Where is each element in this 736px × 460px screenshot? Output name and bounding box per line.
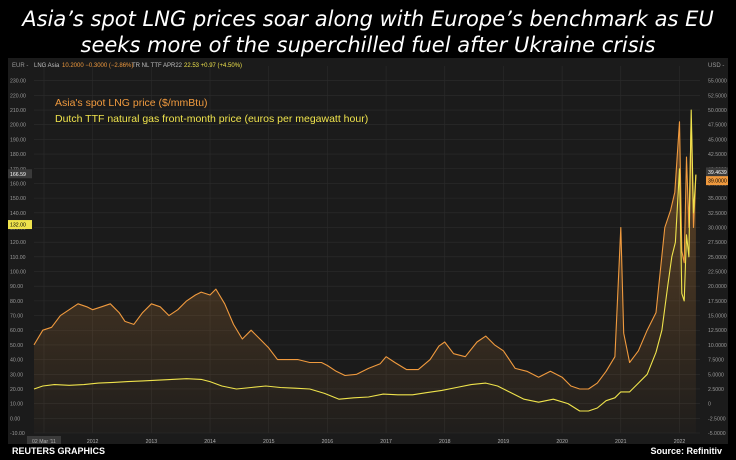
left-tick-label: -10.00: [10, 431, 25, 437]
headline-line-1: Asia’s spot LNG prices soar along with E…: [22, 7, 714, 31]
left-tick-label: 10.00: [10, 402, 23, 408]
x-date-badge: [26, 436, 61, 445]
series1-values: 10.2000 −0.3000 (−2.86%): [62, 63, 133, 69]
right-tick-label: 25.0000: [708, 255, 727, 261]
headline-line-2: seeks more of the superchilled fuel afte…: [80, 33, 656, 57]
x-tick-label: 2018: [439, 439, 451, 444]
right-tick-label: 45.0000: [708, 137, 727, 143]
x-tick-label: 2012: [87, 439, 99, 444]
chart-frame: 230.00220.00210.00200.00190.00180.00170.…: [8, 58, 732, 445]
right-tick-label: 20.0000: [708, 284, 727, 290]
price-markers: 166.59 132.00 39.4639 39.0000: [8, 167, 732, 230]
right-tick-label: 17.5000: [708, 299, 727, 305]
right-tick-label: 47.5000: [708, 123, 727, 129]
right-tick-label: 35.0000: [708, 196, 727, 202]
left-tick-label: 110.00: [10, 255, 26, 261]
ttf-series-line: [33, 109, 697, 412]
left-tick-label: 180.00: [10, 152, 26, 158]
left-price-badge: [8, 220, 32, 230]
right-tick-label: 10.0000: [708, 343, 727, 349]
right-price-badge: [706, 167, 732, 177]
left-tick-label: 40.00: [10, 358, 23, 364]
left-tick-label: 90.00: [10, 284, 23, 290]
right-tick-label: 5.0000: [708, 372, 724, 378]
right-tick-label: 15.0000: [708, 314, 727, 320]
right-tick-label: 27.5000: [708, 240, 727, 246]
right-tick-label: 50.0000: [708, 108, 727, 114]
left-tick-label: 160.00: [10, 181, 26, 187]
x-tick-label: 2017: [380, 439, 392, 444]
left-tick-label: 70.00: [10, 314, 23, 320]
left-price-badge-label: 166.59: [10, 172, 26, 178]
right-tick-label: 22.5000: [708, 270, 727, 276]
right-axis: 55.0000 52.5000 50.0000 47.5000 45.0000 42.50…: [708, 79, 727, 437]
right-tick-label: 0: [708, 402, 711, 408]
credit-label: REUTERS GRAPHICS: [12, 446, 106, 456]
right-price-badge: [706, 176, 732, 186]
lng-series-line: [33, 118, 697, 390]
left-tick-label: 220.00: [10, 93, 26, 99]
x-tick-label: 2021: [615, 439, 627, 444]
left-tick-label: 20.00: [10, 387, 23, 393]
left-tick-label: 60.00: [10, 328, 23, 334]
right-tick-label: 42.5000: [708, 152, 727, 158]
x-tick-label: 2014: [204, 439, 216, 444]
right-tick-label: 12.5000: [708, 328, 727, 334]
right-tick-label: 7.5000: [708, 358, 724, 364]
left-price-badge: [8, 169, 32, 179]
x-tick-label: 2019: [498, 439, 510, 444]
right-tick-label: 30.0000: [708, 225, 727, 231]
source-label: Source: Refinitiv: [650, 446, 722, 456]
right-price-badge-label: 39.4639: [708, 170, 727, 176]
right-tick-label: 52.5000: [708, 93, 727, 99]
series2-name: TR NL TTF APR22: [132, 63, 183, 69]
x-tick-label: 2013: [146, 439, 158, 444]
left-tick-label: 50.00: [10, 343, 23, 349]
left-tick-label: 210.00: [10, 108, 26, 114]
legend-lng: Asia's spot LNG price ($/mmBtu): [55, 97, 208, 109]
x-tick-label: 02 Mar '11: [32, 439, 56, 444]
x-tick-label: 2022: [674, 439, 686, 444]
left-tick-label: 30.00: [10, 372, 23, 378]
left-tick-label: 140.00: [10, 211, 26, 217]
legend: Asia's spot LNG price ($/mmBtu) Dutch TT…: [55, 97, 368, 125]
area-layer: [34, 118, 696, 434]
chart-svg[interactable]: 230.00220.00210.00200.00190.00180.00170.…: [8, 58, 732, 445]
x-axis: 02 Mar '11 2012 2013 2014 2015 2016 2017 2018 20…: [26, 436, 686, 445]
x-tick-label: 2015: [263, 439, 275, 444]
toolbar: EUR - LNG Asia 10.2000 −0.3000 (−2.86%) …: [12, 63, 724, 69]
right-unit-label: USD -: [708, 63, 724, 69]
left-tick-label: 200.00: [10, 123, 26, 129]
left-tick-label: 120.00: [10, 240, 26, 246]
legend-ttf: Dutch TTF natural gas front-month price …: [55, 113, 368, 125]
lng-area: [34, 118, 696, 434]
left-tick-label: 80.00: [10, 299, 23, 305]
left-tick-label: 190.00: [10, 137, 26, 143]
series2-values: 22.53 +0.97 (+4.50%): [184, 63, 242, 69]
right-tick-label: -5.0000: [708, 431, 726, 437]
left-tick-label: 100.00: [10, 270, 26, 276]
right-tick-label: 32.5000: [708, 211, 727, 217]
left-price-badge-label: 132.00: [10, 223, 26, 229]
left-unit-label: EUR -: [12, 63, 28, 69]
x-tick-label: 2020: [556, 439, 568, 444]
headline: Asia’s spot LNG prices soar along with E…: [0, 6, 736, 58]
left-tick-label: 230.00: [10, 79, 26, 85]
line-layer: [33, 109, 697, 412]
right-tick-label: 55.0000: [708, 79, 727, 85]
right-price-badge-label: 39.0000: [708, 179, 727, 185]
right-tick-label: -2.5000: [708, 416, 726, 422]
left-tick-label: 0.00: [10, 416, 20, 422]
left-tick-label: 150.00: [10, 196, 26, 202]
series1-name: LNG Asia: [34, 63, 60, 69]
right-tick-label: 2.5000: [708, 387, 724, 393]
x-tick-label: 2016: [322, 439, 334, 444]
